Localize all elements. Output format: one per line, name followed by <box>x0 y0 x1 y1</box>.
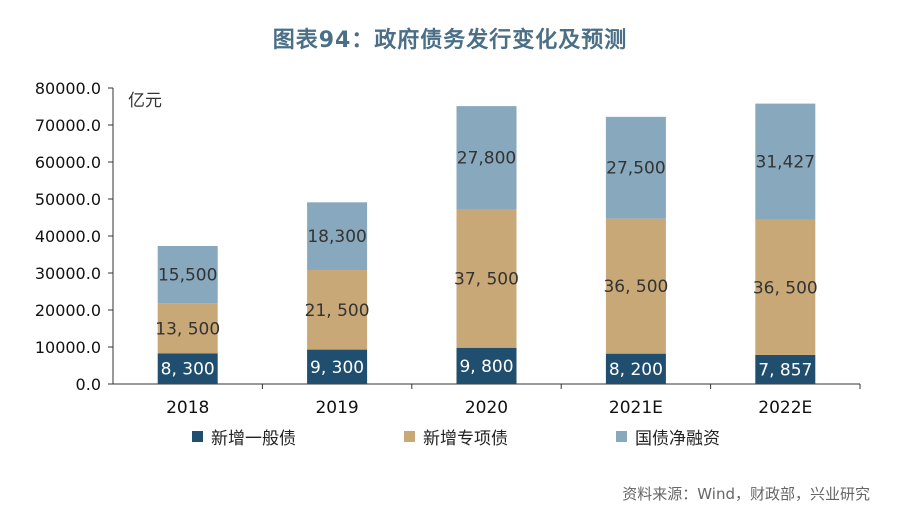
legend-label-general-bond: 新增一般债 <box>211 429 296 449</box>
source-note: 资料来源：Wind，财政部，兴业研究 <box>622 485 870 503</box>
data-label: 8, 300 <box>161 360 215 380</box>
bar-segment <box>755 103 816 220</box>
bar-segment <box>456 106 517 209</box>
y-tick-label: 80000.0 <box>35 79 101 98</box>
bar-segment <box>456 347 517 384</box>
data-label: 18,300 <box>307 227 366 247</box>
x-tick-label: 2020 <box>465 398 508 418</box>
bar-segment <box>605 353 666 384</box>
legend-item-special-bond: 新增专项债 <box>404 424 508 449</box>
bar-segment <box>605 218 666 354</box>
bar-segment <box>157 353 218 384</box>
data-label: 31,427 <box>756 153 815 173</box>
y-tick-label: 20000.0 <box>35 301 101 320</box>
data-label: 21, 500 <box>305 301 370 321</box>
x-tick-label: 2019 <box>315 398 358 418</box>
legend-item-treasury-net: 国债净融资 <box>616 424 720 449</box>
y-tick-label: 60000.0 <box>35 153 101 172</box>
legend-swatch-treasury-net <box>616 431 627 442</box>
data-label: 37, 500 <box>454 269 519 289</box>
data-label: 9, 300 <box>310 358 364 378</box>
y-unit-label: 亿元 <box>128 91 162 111</box>
bar-segment <box>307 270 368 350</box>
bar-segment <box>456 208 517 348</box>
bar-segment <box>755 354 816 384</box>
x-tick-label: 2022E <box>758 398 812 418</box>
legend-item-general-bond: 新增一般债 <box>192 424 296 449</box>
y-tick-label: 30000.0 <box>35 264 101 283</box>
bar-segment <box>157 303 218 354</box>
bar-segment <box>157 245 218 304</box>
bar-segment <box>307 202 368 271</box>
data-label: 7, 857 <box>758 360 812 380</box>
y-tick-label: 40000.0 <box>35 227 101 246</box>
legend: 新增一般债 新增专项债 国债净融资 <box>0 424 900 449</box>
bar-segment <box>307 349 368 384</box>
data-label: 9, 800 <box>459 357 513 377</box>
data-label: 36, 500 <box>603 277 668 297</box>
legend-label-treasury-net: 国债净融资 <box>635 429 720 449</box>
bar-segment <box>605 116 666 219</box>
data-label: 27,500 <box>606 159 665 179</box>
data-label: 36, 500 <box>753 278 818 298</box>
legend-swatch-general-bond <box>192 431 203 442</box>
x-tick-label: 2021E <box>609 398 663 418</box>
data-label: 15,500 <box>158 266 217 286</box>
data-label: 13, 500 <box>155 319 220 339</box>
legend-swatch-special-bond <box>404 431 415 442</box>
chart-title: 图表94：政府债务发行变化及预测 <box>272 28 628 53</box>
y-tick-label: 0.0 <box>76 375 101 394</box>
y-tick-label: 70000.0 <box>35 116 101 135</box>
data-label: 27,800 <box>457 149 516 169</box>
y-tick-label: 50000.0 <box>35 190 101 209</box>
y-tick-label: 10000.0 <box>35 338 101 357</box>
x-tick-label: 2018 <box>166 398 209 418</box>
bar-segment <box>755 219 816 355</box>
legend-label-special-bond: 新增专项债 <box>423 429 508 449</box>
data-label: 8, 200 <box>609 360 663 380</box>
